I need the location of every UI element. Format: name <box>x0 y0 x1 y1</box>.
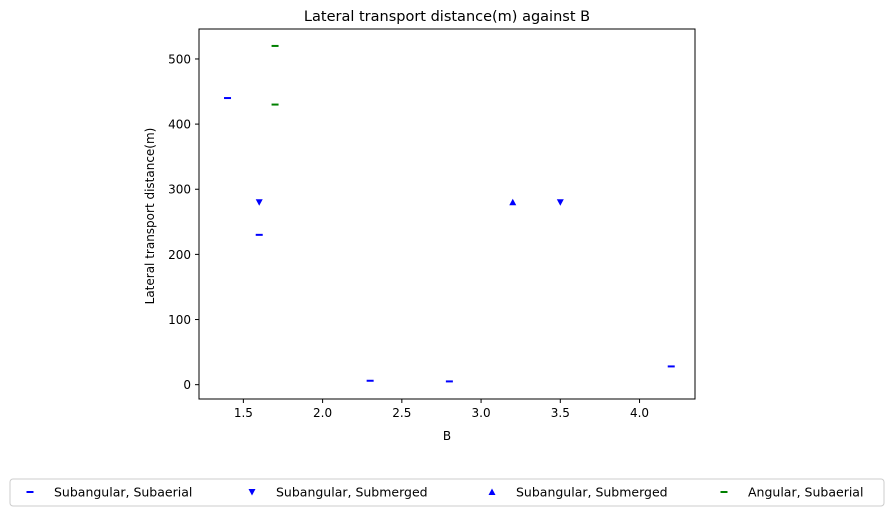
legend-item: Subangular, Submerged <box>248 485 428 500</box>
y-axis-label: Lateral transport distance(m) <box>143 128 157 305</box>
y-tick-label: 400 <box>168 118 191 132</box>
x-tick-label: 2.0 <box>313 406 332 420</box>
data-points <box>224 44 675 383</box>
legend-label: Subangular, Submerged <box>516 485 668 500</box>
x-axis: 1.5 2.0 2.5 3.0 3.5 4.0 <box>234 399 649 420</box>
legend-marker <box>488 488 496 495</box>
y-axis: 0 100 200 300 400 500 <box>168 52 199 392</box>
data-point <box>556 199 564 206</box>
x-tick-label: 1.5 <box>234 406 253 420</box>
legend-marker <box>248 489 256 496</box>
legend-label: Angular, Subaerial <box>748 485 863 500</box>
legend: Subangular, Subaerial Subangular, Submerg… <box>9 478 885 507</box>
legend-item: Angular, Subaerial <box>720 485 863 500</box>
legend-frame <box>9 478 885 507</box>
y-tick-label: 100 <box>168 313 191 327</box>
y-tick-label: 300 <box>168 183 191 197</box>
legend-label: Subangular, Submerged <box>276 485 428 500</box>
x-tick-label: 4.0 <box>630 406 649 420</box>
legend-item: Subangular, Subaerial <box>26 485 192 500</box>
data-point <box>255 199 263 206</box>
legend-item: Subangular, Submerged <box>488 485 668 500</box>
data-point <box>509 198 517 206</box>
plot-area <box>198 28 696 400</box>
x-tick-label: 2.5 <box>392 406 411 420</box>
x-axis-label: B <box>443 429 451 443</box>
x-tick-label: 3.0 <box>472 406 491 420</box>
legend-label: Subangular, Subaerial <box>54 485 192 500</box>
y-tick-label: 200 <box>168 248 191 262</box>
x-tick-label: 3.5 <box>551 406 570 420</box>
y-tick-label: 500 <box>168 52 191 66</box>
y-tick-label: 0 <box>183 378 191 392</box>
chart-title: Lateral transport distance(m) against B <box>304 9 590 25</box>
